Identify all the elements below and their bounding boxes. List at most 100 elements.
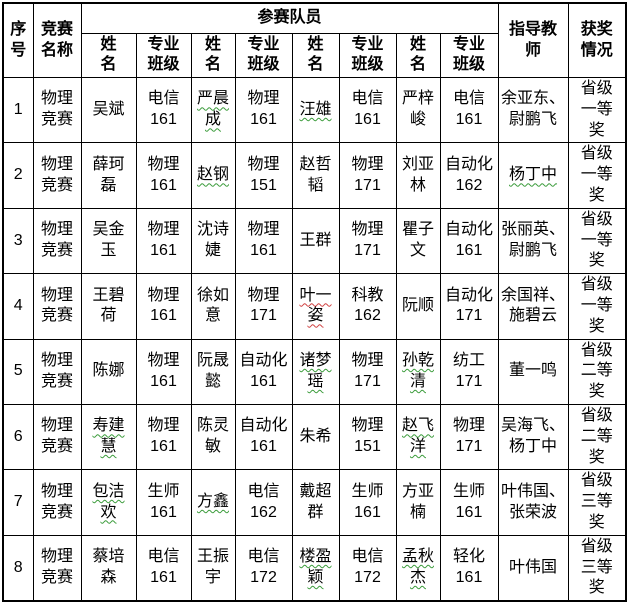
header-row-top: 序号 竞赛名称 参赛队员 指导教师 获奖情况 xyxy=(2,2,627,79)
competition-cell: 物理竞赛 xyxy=(32,469,82,536)
member-name: 汪雄 xyxy=(299,100,332,118)
member-class-cell: 电信161 xyxy=(439,77,499,144)
table-row: 8 物理竞赛 蔡培森 电信161 王振宇 电信172 楼盈颖 电信172 孟秋杰 轻化161 叶伟国… xyxy=(2,534,627,602)
col-header-competition: 竞赛名称 xyxy=(32,2,82,79)
member-name: 王振宇 xyxy=(196,548,229,587)
member-class-cell: 物理161 xyxy=(135,207,192,275)
member-class-cell: 物理161 xyxy=(135,338,192,406)
member-name-cell: 阮晟懿 xyxy=(190,338,236,406)
member-class-cell: 物理161 xyxy=(234,77,293,144)
teacher-cell: 余国祥、施碧云 xyxy=(497,273,569,340)
member-name-cell: 孙乾清 xyxy=(395,338,441,406)
member-class-cell: 电信161 xyxy=(135,77,192,144)
member-name: 沈诗婕 xyxy=(196,221,229,260)
member-name-cell: 严梓峻 xyxy=(395,77,441,144)
teacher-name: 张丽英、尉鹏飞 xyxy=(501,221,566,260)
member-name-cell: 叶一姿 xyxy=(291,273,340,340)
member-name-cell: 赵钢 xyxy=(190,142,236,209)
member-class-cell: 纺工171 xyxy=(439,338,499,406)
member-name-cell: 王振宇 xyxy=(190,534,236,602)
teacher-cell: 余亚东、尉鹏飞 xyxy=(497,77,569,144)
member-class-cell: 生师161 xyxy=(135,469,192,536)
col-header-member4-class: 专业班级 xyxy=(439,32,499,79)
member-class-cell: 物理171 xyxy=(338,142,397,209)
col-header-teacher: 指导教师 xyxy=(497,2,569,79)
award-cell: 省级二等奖 xyxy=(567,338,627,406)
member-name: 赵哲韬 xyxy=(299,155,332,194)
member-name: 孙乾清 xyxy=(401,352,434,390)
member-name: 诸梦瑶 xyxy=(299,352,332,390)
member-name: 陈灵敏 xyxy=(196,417,229,456)
member-class-cell: 自动化162 xyxy=(439,142,499,209)
member-name-cell: 瞿子文 xyxy=(395,207,441,275)
member-class-cell: 物理151 xyxy=(338,404,397,471)
col-header-teacher-label: 指导教师 xyxy=(509,20,558,59)
member-name-header-label: 姓名 xyxy=(204,35,221,74)
row-index-cell: 2 xyxy=(2,142,34,209)
teacher-name: 叶伟国 xyxy=(509,558,558,576)
teacher-name: 余亚东、尉鹏飞 xyxy=(501,90,566,129)
member-name-cell: 朱希 xyxy=(291,404,340,471)
member-name-cell: 诸梦瑶 xyxy=(291,338,340,406)
table-row: 2 物理竞赛 薛珂磊 物理161 赵钢 物理151 赵哲韬 物理171 刘亚林 自动化162 杨丁中… xyxy=(2,142,627,209)
member-name-cell: 孟秋杰 xyxy=(395,534,441,602)
award-cell: 省级一等奖 xyxy=(567,273,627,340)
member-class-cell: 物理161 xyxy=(234,207,293,275)
teacher-name: 余国祥、施碧云 xyxy=(501,286,566,325)
member-class-cell: 物理171 xyxy=(234,273,293,340)
member-name: 楼盈颖 xyxy=(299,548,332,587)
member-name: 陈娜 xyxy=(92,362,125,380)
competition-cell: 物理竞赛 xyxy=(32,338,82,406)
table-row: 5 物理竞赛 陈娜 物理161 阮晟懿 自动化161 诸梦瑶 物理171 孙乾清 纺工171 董一鸣… xyxy=(2,338,627,406)
member-name-cell: 方鑫 xyxy=(190,469,236,536)
table-row: 1 物理竞赛 吴斌 电信161 严晨成 物理161 汪雄 电信161 严梓峻 电信161 余亚东、尉… xyxy=(2,77,627,144)
member-name: 吴金玉 xyxy=(92,221,125,260)
teacher-cell: 叶伟国、张荣波 xyxy=(497,469,569,536)
member-name-cell: 戴超群 xyxy=(291,469,340,536)
member-name-cell: 严晨成 xyxy=(190,77,236,144)
row-index-cell: 1 xyxy=(2,77,34,144)
member-name: 吴斌 xyxy=(92,100,125,118)
competition-cell: 物理竞赛 xyxy=(32,273,82,340)
member-name-cell: 徐如意 xyxy=(190,273,236,340)
competition-cell: 物理竞赛 xyxy=(32,534,82,602)
col-header-member2-class: 专业班级 xyxy=(234,32,293,79)
table-row: 4 物理竞赛 王碧荷 物理161 徐如意 物理171 叶一姿 科教162 阮顺 自动化171 余国祥… xyxy=(2,273,627,340)
teacher-cell: 杨丁中 xyxy=(497,142,569,209)
member-name: 方亚楠 xyxy=(401,482,434,521)
table-row: 7 物理竞赛 包洁欢 生师161 方鑫 电信162 戴超群 生师161 方亚楠 生师161 叶伟国、… xyxy=(2,469,627,536)
member-class-cell: 自动化161 xyxy=(234,404,293,471)
teacher-cell: 叶伟国 xyxy=(497,534,569,602)
member-name: 严梓峻 xyxy=(401,90,434,129)
teacher-name: 吴海飞、杨丁中 xyxy=(501,417,566,456)
member-class-cell: 物理151 xyxy=(234,142,293,209)
member-name: 朱希 xyxy=(299,427,332,445)
member-name: 赵飞洋 xyxy=(401,417,434,456)
member-name-cell: 王群 xyxy=(291,207,340,275)
award-cell: 省级一等奖 xyxy=(567,142,627,209)
col-header-members-group: 参赛队员 xyxy=(80,2,499,34)
award-cell: 省级二等奖 xyxy=(567,404,627,471)
member-class-cell: 电信161 xyxy=(338,77,397,144)
col-header-index-label: 序号 xyxy=(10,20,27,59)
member-name-header-label: 姓名 xyxy=(409,35,426,74)
member-name-cell: 吴斌 xyxy=(80,77,137,144)
member-name: 瞿子文 xyxy=(401,221,434,260)
row-index-cell: 4 xyxy=(2,273,34,340)
member-class-cell: 物理171 xyxy=(439,404,499,471)
member-name-cell: 方亚楠 xyxy=(395,469,441,536)
col-header-member3-name: 姓名 xyxy=(291,32,340,79)
member-name-cell: 吴金玉 xyxy=(80,207,137,275)
member-class-cell: 科教162 xyxy=(338,273,397,340)
teacher-cell: 吴海飞、杨丁中 xyxy=(497,404,569,471)
member-name: 方鑫 xyxy=(196,493,229,511)
teacher-name: 杨丁中 xyxy=(509,166,558,184)
member-name-header-label: 姓名 xyxy=(307,35,324,74)
member-class-cell: 物理171 xyxy=(338,207,397,275)
table-row: 3 物理竞赛 吴金玉 物理161 沈诗婕 物理161 王群 物理171 瞿子文 自动化161 张丽英… xyxy=(2,207,627,275)
award-cell: 省级一等奖 xyxy=(567,77,627,144)
member-name-cell: 薛珂磊 xyxy=(80,142,137,209)
member-name-cell: 陈灵敏 xyxy=(190,404,236,471)
member-name-cell: 王碧荷 xyxy=(80,273,137,340)
